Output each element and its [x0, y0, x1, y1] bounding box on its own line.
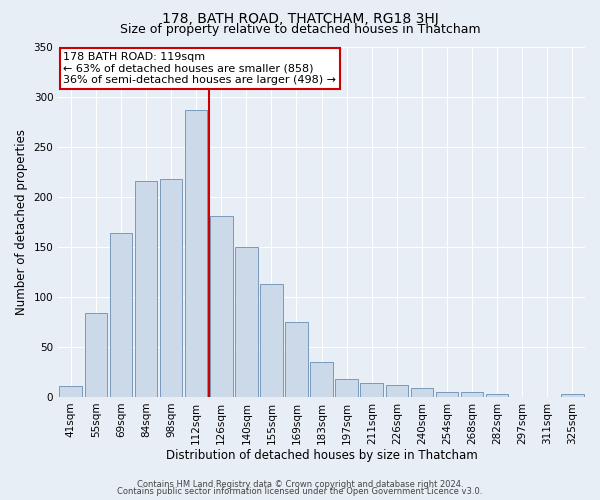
Bar [260, 284, 283, 397]
Text: Contains HM Land Registry data © Crown copyright and database right 2024.: Contains HM Land Registry data © Crown c… [137, 480, 463, 489]
X-axis label: Distribution of detached houses by size in Thatcham: Distribution of detached houses by size … [166, 450, 478, 462]
Bar [310, 362, 333, 397]
Bar [235, 247, 257, 397]
Bar [59, 386, 82, 397]
Bar [461, 392, 484, 397]
Bar [110, 232, 132, 397]
Bar [210, 216, 233, 397]
Bar [185, 110, 208, 397]
Bar [160, 178, 182, 397]
Bar [85, 313, 107, 397]
Text: 178 BATH ROAD: 119sqm
← 63% of detached houses are smaller (858)
36% of semi-det: 178 BATH ROAD: 119sqm ← 63% of detached … [64, 52, 337, 85]
Bar [561, 394, 584, 397]
Bar [386, 385, 408, 397]
Bar [436, 392, 458, 397]
Text: 178, BATH ROAD, THATCHAM, RG18 3HJ: 178, BATH ROAD, THATCHAM, RG18 3HJ [161, 12, 439, 26]
Text: Size of property relative to detached houses in Thatcham: Size of property relative to detached ho… [119, 22, 481, 36]
Bar [335, 379, 358, 397]
Y-axis label: Number of detached properties: Number of detached properties [15, 128, 28, 314]
Bar [410, 388, 433, 397]
Bar [134, 180, 157, 397]
Bar [285, 322, 308, 397]
Bar [361, 383, 383, 397]
Bar [486, 394, 508, 397]
Text: Contains public sector information licensed under the Open Government Licence v3: Contains public sector information licen… [118, 488, 482, 496]
